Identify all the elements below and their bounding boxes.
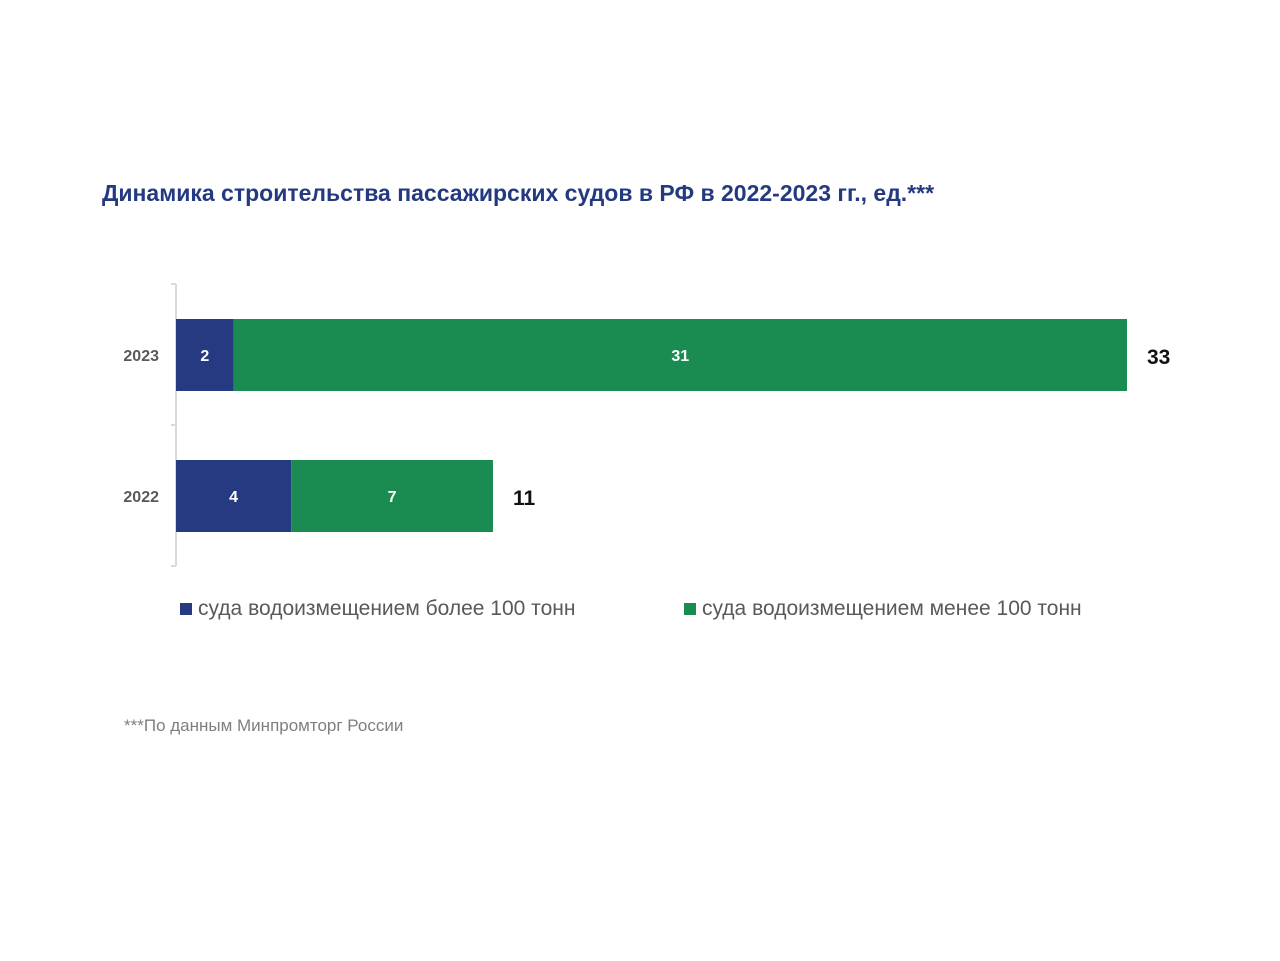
legend-item-blue: суда водоизмещением более 100 тонн: [180, 597, 575, 621]
category-label-2023: 2023: [123, 348, 159, 365]
bar-segment-2022-1: [291, 460, 493, 532]
legend-label-blue: суда водоизмещением более 100 тонн: [198, 597, 576, 620]
bar-value-label-2023-0: 2: [200, 348, 209, 365]
bar-segment-2023-1: [233, 319, 1128, 391]
bar-value-label-2022-1: 7: [388, 489, 397, 506]
bar-segment-2023-0: [176, 319, 234, 391]
bar-value-label-2023-1: 31: [671, 348, 689, 365]
source-note: ***По данным Минпромторг России: [124, 716, 404, 735]
category-label-2022: 2022: [123, 489, 159, 506]
bar-value-label-2022-0: 4: [229, 489, 238, 506]
total-label-2023: 33: [1147, 346, 1170, 369]
bar-segment-2022-0: [176, 460, 292, 532]
legend-label-green: суда водоизмещением менее 100 тонн: [702, 597, 1082, 620]
legend-item-green: суда водоизмещением менее 100 тонн: [684, 597, 1082, 621]
legend-swatch-blue: [180, 603, 192, 615]
legend-swatch-green: [684, 603, 696, 615]
total-label-2022: 11: [513, 487, 536, 510]
chart-title: Динамика строительства пассажирских судо…: [102, 180, 935, 206]
